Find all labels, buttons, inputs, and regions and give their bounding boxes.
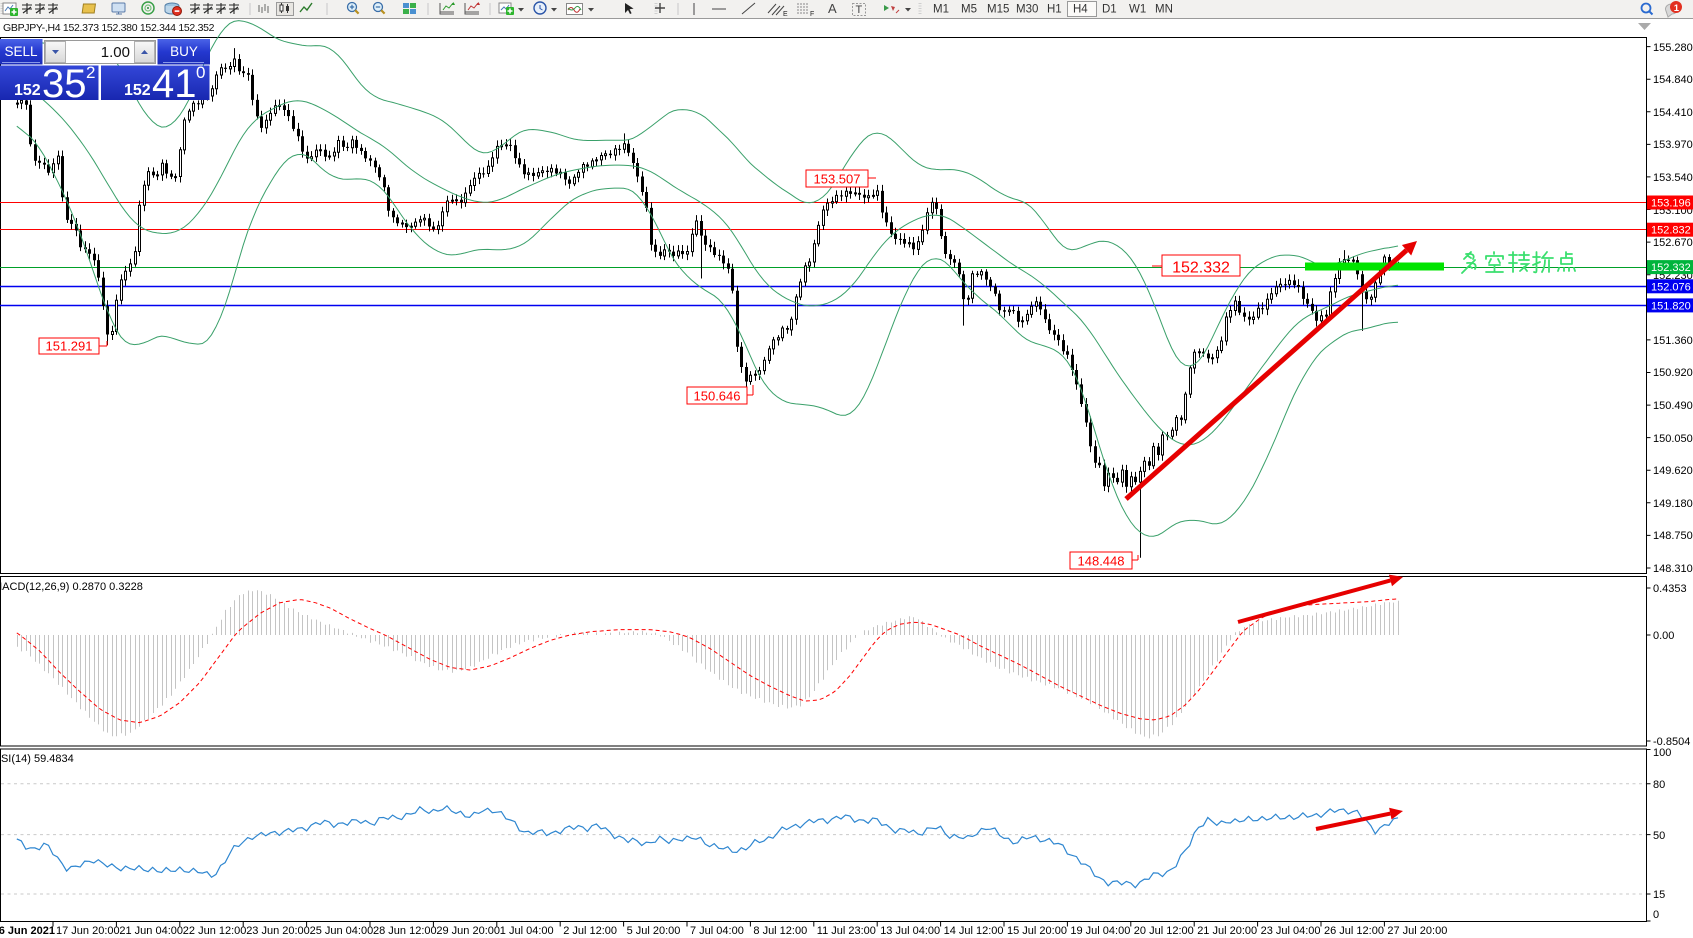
- svg-text:M15: M15: [987, 4, 1009, 16]
- svg-text:21 Jul 20:00: 21 Jul 20:00: [1197, 925, 1257, 937]
- svg-text:23 Jun 20:00: 23 Jun 20:00: [246, 925, 310, 937]
- svg-text:15 Jul 20:00: 15 Jul 20:00: [1007, 925, 1067, 937]
- svg-text:148.750: 148.750: [1653, 530, 1693, 542]
- svg-text:0.4353: 0.4353: [1653, 583, 1687, 595]
- svg-text:151.820: 151.820: [1651, 300, 1691, 312]
- svg-text:M1: M1: [933, 4, 949, 16]
- svg-text:16 Jun 2021: 16 Jun 2021: [0, 925, 55, 937]
- svg-text:150.050: 150.050: [1653, 433, 1693, 445]
- svg-text:W1: W1: [1129, 4, 1146, 16]
- svg-text:22 Jun 12:00: 22 Jun 12:00: [183, 925, 247, 937]
- svg-text:151.360: 151.360: [1653, 335, 1693, 347]
- svg-text:BUY: BUY: [170, 44, 198, 59]
- svg-text:M5: M5: [961, 4, 977, 16]
- svg-text:26 Jul 12:00: 26 Jul 12:00: [1324, 925, 1384, 937]
- svg-text:50: 50: [1653, 830, 1665, 842]
- svg-text:150.490: 150.490: [1653, 400, 1693, 412]
- svg-text:RSI(14) 59.4834: RSI(14) 59.4834: [0, 753, 74, 765]
- svg-text:153.507: 153.507: [814, 172, 861, 187]
- svg-text:GBPJPY-,H4 152.373 152.380 15: GBPJPY-,H4 152.373 152.380 152.344 152.3…: [3, 22, 215, 34]
- svg-text:148.448: 148.448: [1078, 554, 1125, 569]
- svg-text:155.280: 155.280: [1653, 42, 1693, 54]
- svg-text:7 Jul 04:00: 7 Jul 04:00: [690, 925, 744, 937]
- svg-text:-0.8504: -0.8504: [1653, 736, 1690, 748]
- svg-text:154.840: 154.840: [1653, 74, 1693, 86]
- svg-text:H1: H1: [1047, 4, 1062, 16]
- svg-text:0.00: 0.00: [1653, 630, 1674, 642]
- svg-text:152.076: 152.076: [1651, 281, 1691, 293]
- svg-text:17 Jun 20:00: 17 Jun 20:00: [56, 925, 120, 937]
- svg-text:SELL: SELL: [4, 44, 38, 59]
- svg-text:23 Jul 04:00: 23 Jul 04:00: [1261, 925, 1321, 937]
- svg-text:148.310: 148.310: [1653, 563, 1693, 575]
- svg-text:21 Jun 04:00: 21 Jun 04:00: [119, 925, 183, 937]
- svg-text:1.00: 1.00: [101, 44, 130, 61]
- svg-text:27 Jul 20:00: 27 Jul 20:00: [1387, 925, 1447, 937]
- svg-text:0: 0: [196, 63, 205, 82]
- svg-text:D1: D1: [1102, 4, 1117, 16]
- svg-text:152: 152: [14, 82, 41, 99]
- svg-text:0: 0: [1653, 909, 1659, 921]
- svg-text:11 Jul 23:00: 11 Jul 23:00: [817, 925, 876, 937]
- svg-text:1: 1: [1674, 3, 1680, 14]
- svg-text:25 Jun 04:00: 25 Jun 04:00: [310, 925, 374, 937]
- svg-text:149.180: 149.180: [1653, 498, 1693, 510]
- svg-text:1 Jul 04:00: 1 Jul 04:00: [500, 925, 554, 937]
- svg-text:H4: H4: [1073, 4, 1088, 16]
- svg-text:80: 80: [1653, 779, 1665, 791]
- svg-text:29 Jun 20:00: 29 Jun 20:00: [436, 925, 500, 937]
- svg-text:19 Jul 04:00: 19 Jul 04:00: [1070, 925, 1130, 937]
- svg-text:152.670: 152.670: [1653, 237, 1693, 249]
- svg-text:MN: MN: [1155, 4, 1173, 16]
- svg-text:152.332: 152.332: [1651, 262, 1691, 274]
- svg-text:154.410: 154.410: [1653, 107, 1693, 119]
- svg-text:14 Jul 12:00: 14 Jul 12:00: [944, 925, 1004, 937]
- svg-text:100: 100: [1653, 747, 1671, 759]
- svg-text:13 Jul 04:00: 13 Jul 04:00: [880, 925, 940, 937]
- svg-text:E: E: [783, 11, 788, 18]
- svg-text:153.540: 153.540: [1653, 172, 1693, 184]
- svg-text:T: T: [856, 4, 863, 16]
- svg-text:2: 2: [86, 63, 95, 82]
- svg-text:152.332: 152.332: [1172, 260, 1230, 277]
- svg-text:20 Jul 12:00: 20 Jul 12:00: [1134, 925, 1194, 937]
- svg-text:149.620: 149.620: [1653, 465, 1693, 477]
- svg-text:MACD(12,26,9) 0.2870 0.3228: MACD(12,26,9) 0.2870 0.3228: [0, 581, 143, 593]
- svg-text:5 Jul 20:00: 5 Jul 20:00: [627, 925, 681, 937]
- svg-text:15: 15: [1653, 889, 1665, 901]
- svg-text:2 Jul 12:00: 2 Jul 12:00: [563, 925, 617, 937]
- svg-text:150.646: 150.646: [694, 389, 741, 404]
- svg-text:8 Jul 12:00: 8 Jul 12:00: [753, 925, 807, 937]
- svg-text:A: A: [828, 1, 837, 16]
- svg-text:151.291: 151.291: [46, 339, 93, 354]
- svg-text:M30: M30: [1016, 4, 1038, 16]
- svg-text:28 Jun 12:00: 28 Jun 12:00: [373, 925, 437, 937]
- svg-text:153.970: 153.970: [1653, 139, 1693, 151]
- svg-text:153.196: 153.196: [1651, 198, 1691, 210]
- svg-text:150.920: 150.920: [1653, 367, 1693, 379]
- svg-text:F: F: [810, 11, 814, 18]
- svg-text:152: 152: [124, 82, 151, 99]
- svg-text:152.832: 152.832: [1651, 225, 1691, 237]
- svg-text:41: 41: [152, 62, 197, 106]
- svg-text:35: 35: [42, 62, 87, 106]
